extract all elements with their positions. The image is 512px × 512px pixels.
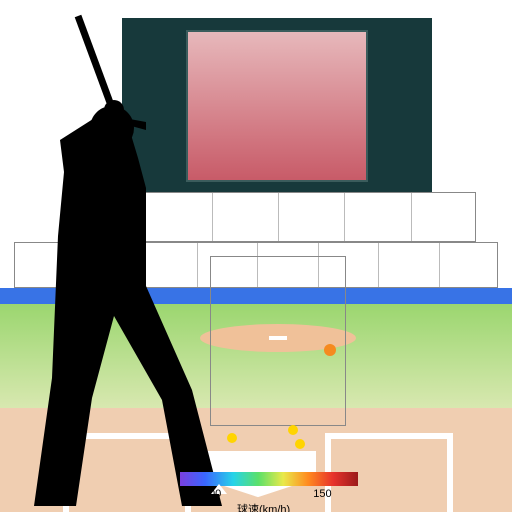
speed-legend-tick: 100 [203,488,221,500]
speed-legend: 100 150 球速(km/h) [180,472,358,512]
speed-legend-tick: 150 [313,488,331,500]
batter-silhouette [0,0,512,512]
speed-legend-ticks: 100 150 [180,488,358,502]
speed-legend-label: 球速(km/h) [237,501,290,512]
speed-legend-bar [180,472,358,486]
